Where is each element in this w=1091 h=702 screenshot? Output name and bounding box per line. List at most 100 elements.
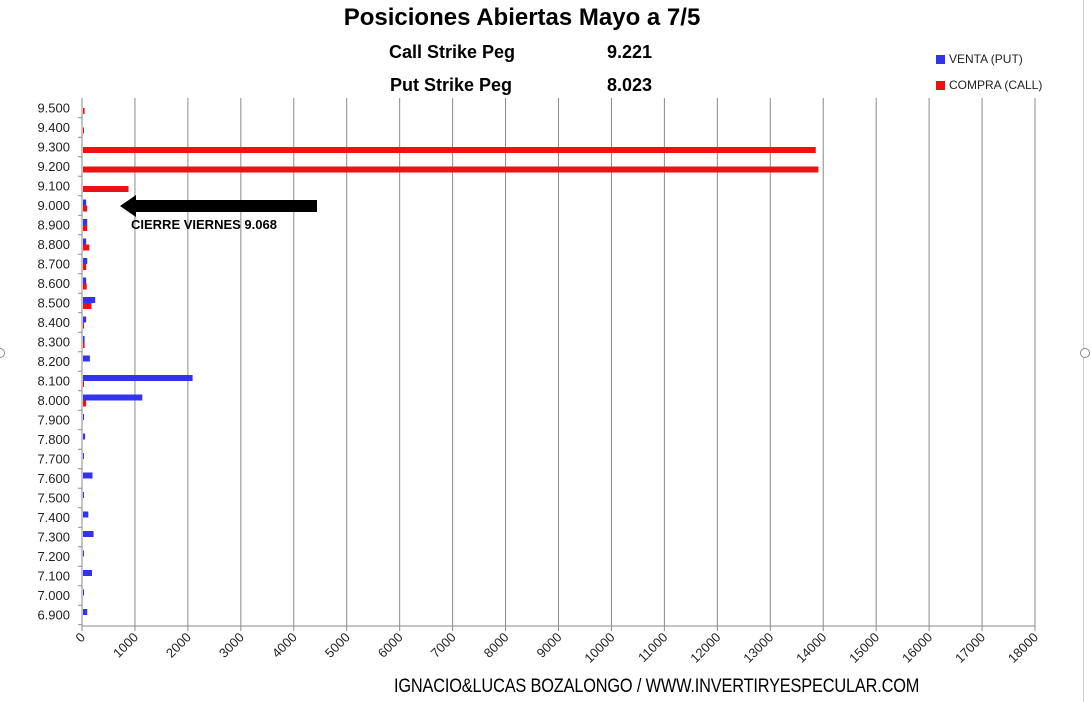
x-tick-label: 14000 (793, 630, 829, 666)
bar-put (83, 297, 96, 303)
chart-title: Posiciones Abiertas Mayo a 7/5 (343, 4, 701, 31)
put-strike-peg-label: Put Strike Peg (390, 75, 513, 95)
legend-swatch-put (936, 54, 945, 64)
y-tick-label: 6.900 (37, 608, 70, 623)
bar-put (83, 511, 89, 518)
bar-call (83, 205, 88, 212)
bar-put (83, 433, 86, 440)
y-tick-label: 7.100 (37, 569, 70, 584)
y-tick-label: 7.400 (37, 510, 70, 525)
y-tick-label: 9.200 (37, 159, 70, 174)
bar-put (83, 316, 87, 323)
call-strike-peg-value: 9.221 (607, 42, 653, 62)
bar-put (83, 238, 87, 245)
legend-label-put: VENTA (PUT) (949, 52, 1023, 66)
legend-item-call: COMPRA (CALL) (936, 78, 1042, 92)
legend-label-call: COMPRA (CALL) (949, 78, 1043, 92)
y-tick-label: 7.600 (37, 471, 70, 486)
y-tick-label: 8.500 (37, 296, 70, 311)
y-tick-label: 7.700 (37, 452, 70, 467)
bar-put (83, 394, 143, 401)
x-tick-label: 13000 (740, 630, 776, 666)
footer-credit: IGNACIO&LUCAS BOZALONGO / WWW.INVERTIRYE… (394, 676, 920, 697)
x-tick-label: 10000 (581, 630, 617, 666)
bar-call (83, 264, 87, 270)
x-tick-label: 2000 (163, 630, 194, 661)
y-tick-label: 8.400 (37, 315, 70, 330)
bar-put (83, 258, 88, 264)
bar-put (83, 199, 87, 206)
bar-put (83, 570, 93, 576)
y-tick-label: 7.500 (37, 491, 70, 506)
x-tick-label: 16000 (899, 630, 935, 666)
bar-call (83, 147, 816, 153)
x-tick-label: 4000 (269, 630, 300, 661)
bar-put (83, 589, 85, 596)
x-tick-label: 0 (72, 630, 88, 646)
bar-put (83, 375, 193, 381)
y-tick-label: 8.800 (37, 237, 70, 252)
bar-put (83, 336, 85, 342)
bar-call (83, 127, 84, 134)
x-tick-label: 7000 (428, 630, 459, 661)
y-tick-label: 7.900 (37, 413, 70, 428)
y-tick-label: 8.100 (37, 374, 70, 389)
bar-call (83, 225, 88, 231)
bar-put (83, 219, 88, 225)
x-tick-label: 18000 (1005, 630, 1041, 666)
x-tick-label: 11000 (635, 630, 670, 665)
y-tick-label: 7.000 (37, 588, 70, 603)
y-tick-label: 8.700 (37, 257, 70, 272)
bar-put (83, 277, 87, 284)
x-tick-label: 6000 (375, 630, 406, 661)
x-tick-label: 3000 (216, 630, 247, 661)
bar-call (83, 303, 92, 309)
y-tick-label: 8.600 (37, 276, 70, 291)
bar-call (83, 166, 819, 173)
x-tick-label: 1000 (110, 630, 141, 661)
call-strike-peg-label: Call Strike Peg (389, 42, 516, 62)
bar-put (83, 550, 84, 557)
y-tick-label: 7.300 (37, 530, 70, 545)
bar-put (83, 472, 93, 479)
bar-put (83, 492, 84, 498)
bar-call (83, 186, 129, 192)
legend-swatch-call (936, 80, 945, 90)
bar-put (83, 531, 94, 537)
bar-call (83, 381, 84, 387)
y-tick-label: 8.000 (37, 393, 70, 408)
resize-handle-right[interactable] (1080, 348, 1090, 358)
x-tick-label: 12000 (687, 630, 723, 666)
x-tick-label: 5000 (322, 630, 353, 661)
x-tick-label: 17000 (952, 630, 988, 666)
bar-put (83, 355, 90, 362)
x-tick-label: 15000 (846, 630, 882, 666)
bar-call (83, 400, 87, 407)
bar-call (83, 244, 90, 251)
y-tick-label: 7.800 (37, 432, 70, 447)
annotation-label: CIERRE VIERNES 9.068 (131, 217, 277, 232)
bar-put (83, 609, 88, 615)
y-tick-label: 7.200 (37, 549, 70, 564)
annotation-arrow (120, 195, 317, 217)
bar-call (83, 322, 84, 329)
y-tick-label: 9.300 (37, 140, 70, 155)
y-tick-label: 8.300 (37, 335, 70, 350)
y-tick-label: 8.900 (37, 218, 70, 233)
bar-call (83, 342, 85, 348)
x-tick-label: 9000 (534, 630, 565, 661)
put-strike-peg-value: 8.023 (607, 75, 653, 95)
y-tick-label: 9.000 (37, 198, 70, 213)
x-tick-label: 8000 (481, 630, 512, 661)
bar-call (83, 108, 85, 114)
bar-put (83, 453, 84, 459)
legend-item-put: VENTA (PUT) (936, 52, 1023, 66)
y-tick-label: 9.100 (37, 179, 70, 194)
bar-call (83, 283, 87, 290)
y-tick-label: 9.500 (37, 101, 70, 116)
bar-put (83, 414, 85, 420)
y-tick-label: 9.400 (37, 120, 70, 135)
y-tick-label: 8.200 (37, 354, 70, 369)
